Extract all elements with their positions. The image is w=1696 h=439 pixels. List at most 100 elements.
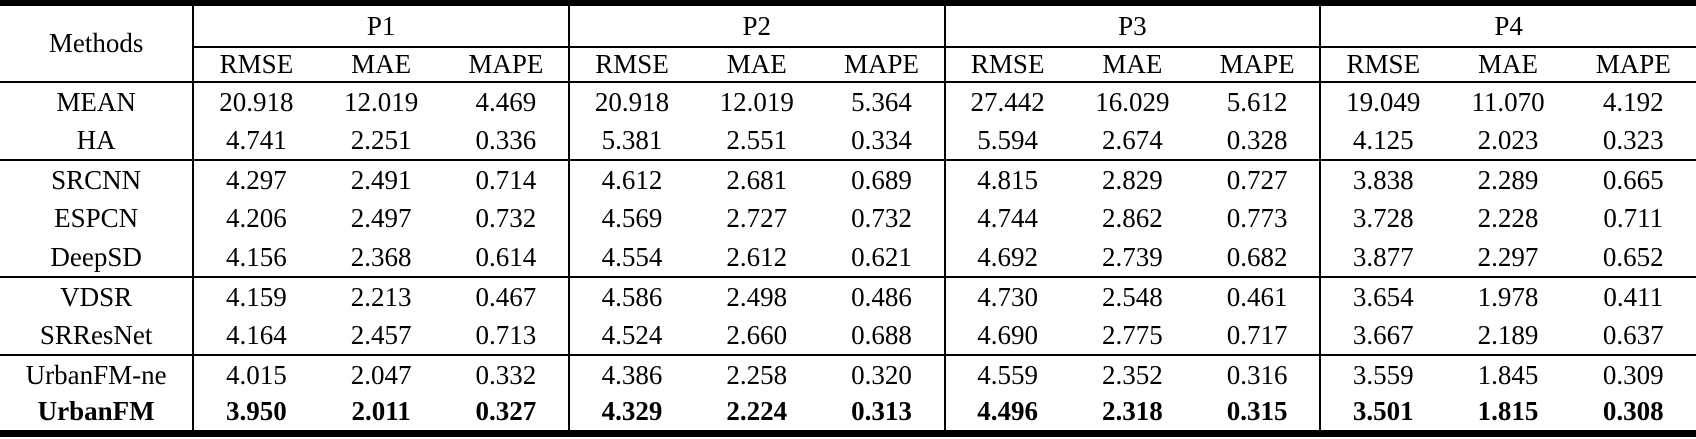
method-name: UrbanFM-ne (0, 354, 194, 394)
metric-value: 0.313 (851, 396, 912, 427)
metric-value: 0.411 (1570, 276, 1696, 316)
metric-value: 3.728 (1319, 199, 1446, 238)
metric-value: 4.496 (943, 394, 1070, 433)
table-row: VDSR 4.159 2.213 0.467 4.586 2.498 0.486… (0, 276, 1696, 316)
metric-value: 4.192 (1602, 86, 1664, 117)
table-row: UrbanFM-ne 4.015 2.047 0.332 4.386 2.258… (0, 354, 1696, 394)
metric-value: 5.364 (851, 86, 912, 117)
col-header-mape: MAPE (843, 49, 919, 79)
metric-value: 2.251 (350, 124, 412, 155)
metric-value: 4.524 (567, 316, 695, 355)
metric-value: 16.029 (1095, 86, 1170, 117)
col-header-rmse: RMSE (192, 47, 319, 82)
metric-value: 0.327 (475, 396, 537, 427)
metric-value: 4.386 (567, 354, 695, 394)
metric-value: 0.652 (1602, 241, 1664, 272)
metric-value: 2.551 (726, 124, 788, 155)
metric-value: 4.156 (192, 238, 319, 277)
method-name: ESPCN (54, 203, 139, 233)
metric-value: 0.308 (1602, 396, 1664, 427)
metric-value: 0.688 (851, 319, 912, 350)
metric-value: 0.334 (851, 124, 912, 155)
metric-value: 4.206 (192, 199, 319, 238)
metric-value: 0.717 (1226, 319, 1288, 350)
col-header-mae: MAE (351, 49, 412, 79)
metric-value: 20.918 (567, 82, 695, 121)
group-header-p4: P4 (1319, 3, 1696, 48)
metric-value: 2.498 (694, 276, 820, 316)
metric-value: 3.950 (192, 394, 319, 433)
metric-value: 0.773 (1226, 203, 1288, 233)
col-header-rmse: RMSE (1319, 47, 1446, 82)
metric-value: 0.315 (1226, 396, 1288, 427)
col-header-mae: MAE (1102, 49, 1163, 79)
metric-value: 2.548 (1069, 276, 1195, 316)
col-header-mae: MAE (726, 49, 787, 79)
metric-value: 0.682 (1226, 241, 1288, 272)
metric-value: 2.224 (726, 396, 788, 427)
metric-value: 4.554 (567, 238, 695, 277)
metric-value: 0.732 (851, 203, 912, 233)
metric-value: 2.829 (1069, 159, 1195, 199)
metric-value: 0.332 (443, 354, 569, 394)
group-header-p3: P3 (943, 3, 1321, 48)
metric-value: 3.667 (1319, 316, 1446, 355)
table-row: UrbanFM 3.950 2.011 0.327 4.329 2.224 0.… (0, 394, 1696, 433)
table-row: ESPCN 4.206 2.497 0.732 4.569 2.727 0.73… (0, 199, 1696, 238)
metric-value: 2.228 (1477, 203, 1539, 233)
metric-value: 4.297 (192, 159, 319, 199)
metric-value: 0.711 (1603, 203, 1664, 233)
method-name: DeepSD (50, 241, 142, 272)
metric-value: 0.309 (1570, 354, 1696, 394)
metric-value: 19.049 (1319, 82, 1446, 121)
metric-value: 12.019 (719, 86, 794, 117)
metric-value: 5.612 (1226, 86, 1288, 117)
metric-value: 2.297 (1477, 241, 1539, 272)
metric-value: 3.501 (1319, 394, 1446, 433)
col-header-mape: MAPE (468, 49, 544, 79)
metric-value: 2.318 (1102, 396, 1163, 427)
metric-value: 4.690 (943, 316, 1070, 355)
metric-value: 4.815 (943, 159, 1070, 199)
metric-value: 2.497 (350, 203, 412, 233)
metric-value: 2.674 (1102, 124, 1163, 155)
metric-value: 3.877 (1319, 238, 1446, 277)
table-row: SRResNet 4.164 2.457 0.713 4.524 2.660 0… (0, 316, 1696, 355)
table-row: DeepSD 4.156 2.368 0.614 4.554 2.612 0.6… (0, 238, 1696, 277)
metric-value: 4.559 (943, 354, 1070, 394)
metric-value: 0.461 (1194, 276, 1321, 316)
col-header-mape: MAPE (1595, 49, 1671, 79)
methods-header: Methods (48, 28, 144, 58)
metric-value: 3.654 (1319, 276, 1446, 316)
metric-value: 0.713 (475, 319, 537, 350)
metric-value: 2.352 (1069, 354, 1195, 394)
metric-value: 1.815 (1477, 396, 1539, 427)
method-name: MEAN (56, 86, 136, 117)
metric-value: 1.978 (1445, 276, 1571, 316)
metric-value: 5.594 (943, 121, 1070, 160)
metric-value: 2.681 (694, 159, 820, 199)
metric-value: 0.665 (1570, 159, 1696, 199)
metric-value: 4.612 (567, 159, 695, 199)
metric-value: 0.467 (443, 276, 569, 316)
group-header-p1: P1 (192, 3, 569, 48)
metric-value: 0.614 (475, 241, 537, 272)
metric-value: 2.491 (318, 159, 444, 199)
metric-value: 0.320 (819, 354, 945, 394)
metric-value: 27.442 (943, 82, 1070, 121)
metric-value: 2.213 (318, 276, 444, 316)
metric-value: 5.381 (567, 121, 695, 160)
metric-value: 2.189 (1477, 319, 1539, 350)
metric-value: 3.559 (1319, 354, 1446, 394)
table-row: SRCNN 4.297 2.491 0.714 4.612 2.681 0.68… (0, 159, 1696, 199)
col-header-rmse: RMSE (567, 47, 695, 82)
metric-value: 2.775 (1102, 319, 1163, 350)
method-name: UrbanFM (37, 396, 155, 427)
metric-value: 2.368 (350, 241, 412, 272)
method-name: VDSR (0, 276, 194, 316)
col-header-rmse: RMSE (943, 47, 1070, 82)
metric-value: 3.838 (1319, 159, 1446, 199)
metric-value: 2.289 (1445, 159, 1571, 199)
metric-value: 4.125 (1319, 121, 1446, 160)
